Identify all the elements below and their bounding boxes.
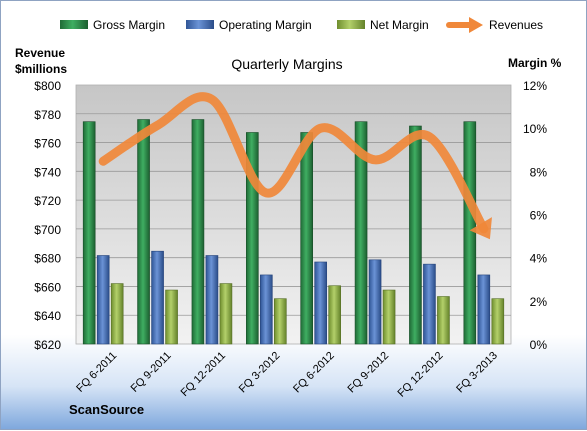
bar-net-margin-fq-9-2012 — [383, 290, 395, 344]
left-axis-label-line1: Revenue — [15, 46, 65, 60]
bar-gross-margin-fq-6-2012 — [301, 132, 313, 344]
right-tick-label: 0% — [530, 338, 548, 352]
left-tick-label: $700 — [34, 223, 61, 237]
left-tick-label: $740 — [34, 165, 61, 179]
bar-operating-margin-fq-9-2011 — [152, 251, 164, 344]
bar-net-margin-fq-6-2011 — [111, 284, 123, 344]
left-axis-ticks: $620 $640 $660 $680 $700 $720 $740 $760 $780 $800 — [34, 79, 61, 352]
left-tick-label: $760 — [34, 137, 61, 151]
legend-swatch-operating-margin — [186, 20, 214, 29]
bar-gross-margin-fq-6-2011 — [83, 122, 95, 344]
right-axis-ticks: 0% 2% 4% 6% 8% 10% 12% — [523, 79, 547, 352]
legend-label-revenues: Revenues — [489, 18, 543, 32]
bar-net-margin-fq-12-2012 — [437, 297, 449, 344]
bar-operating-margin-fq-3-2013 — [478, 275, 490, 344]
legend-swatch-gross-margin — [60, 20, 88, 29]
legend-label-net-margin: Net Margin — [370, 18, 429, 32]
bar-net-margin-fq-6-2012 — [329, 286, 341, 344]
bar-gross-margin-fq-12-2011 — [192, 120, 204, 344]
right-tick-label: 4% — [530, 252, 548, 266]
bar-net-margin-fq-9-2011 — [166, 290, 178, 344]
bar-net-margin-fq-12-2011 — [220, 284, 232, 344]
left-axis-label-line2: $millions — [15, 62, 67, 76]
bar-operating-margin-fq-9-2012 — [369, 260, 381, 344]
x-tick-label: FQ 9-2012 — [346, 350, 392, 396]
right-tick-label: 6% — [530, 209, 548, 223]
legend-label-gross-margin: Gross Margin — [93, 18, 165, 32]
left-tick-label: $780 — [34, 108, 61, 122]
bar-operating-margin-fq-6-2012 — [315, 262, 327, 344]
chart-title: Quarterly Margins — [231, 56, 342, 72]
left-tick-label: $800 — [34, 79, 61, 93]
bar-net-margin-fq-3-2013 — [492, 299, 504, 344]
left-tick-label: $720 — [34, 194, 61, 208]
x-tick-label: FQ 9-2011 — [129, 350, 174, 395]
legend-swatch-net-margin — [337, 20, 365, 29]
bar-operating-margin-fq-12-2012 — [423, 264, 435, 344]
left-tick-label: $640 — [34, 309, 61, 323]
bar-operating-margin-fq-12-2011 — [206, 256, 218, 344]
x-tick-label: FQ 12-2011 — [179, 350, 228, 399]
right-axis-label: Margin % — [508, 56, 562, 70]
bar-operating-margin-fq-6-2011 — [97, 256, 109, 344]
bar-gross-margin-fq-9-2011 — [138, 120, 150, 344]
bar-gross-margin-fq-12-2012 — [409, 126, 421, 344]
source-label: ScanSource — [69, 402, 144, 417]
legend: Gross Margin Operating Margin Net Margin… — [60, 17, 543, 33]
bar-net-margin-fq-3-2012 — [274, 299, 286, 344]
left-tick-label: $620 — [34, 338, 61, 352]
x-tick-label: FQ 3-2013 — [454, 350, 500, 396]
right-tick-label: 12% — [523, 79, 547, 93]
bar-operating-margin-fq-3-2012 — [260, 275, 272, 344]
x-tick-label: FQ 6-2012 — [291, 350, 337, 396]
x-tick-label: FQ 12-2012 — [396, 350, 446, 400]
left-tick-label: $680 — [34, 252, 61, 266]
legend-label-operating-margin: Operating Margin — [219, 18, 312, 32]
legend-arrow-revenues — [449, 17, 483, 33]
bar-gross-margin-fq-3-2013 — [464, 122, 476, 344]
right-tick-label: 2% — [530, 295, 548, 309]
x-tick-label: FQ 3-2012 — [237, 350, 283, 396]
right-tick-label: 8% — [530, 165, 548, 179]
x-tick-label: FQ 6-2011 — [74, 350, 119, 395]
left-tick-label: $660 — [34, 280, 61, 294]
right-tick-label: 10% — [523, 122, 547, 136]
